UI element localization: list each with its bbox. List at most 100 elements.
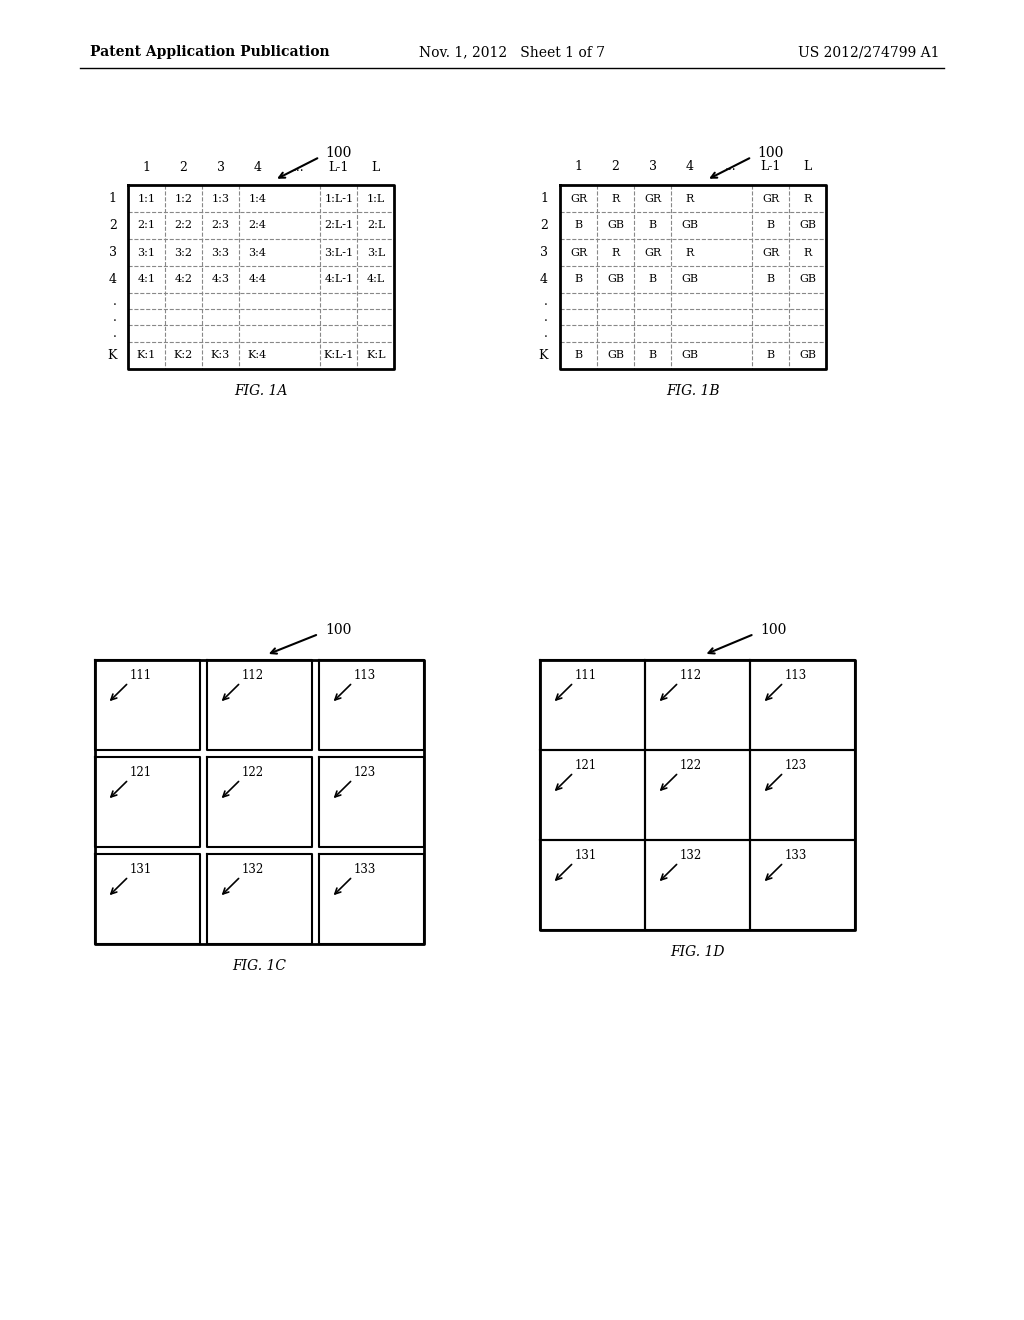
Text: B: B bbox=[574, 350, 583, 360]
Text: B: B bbox=[767, 350, 775, 360]
Text: GB: GB bbox=[681, 350, 698, 360]
Text: 111: 111 bbox=[130, 669, 152, 681]
Text: 4:1: 4:1 bbox=[137, 275, 156, 285]
Text: 3:1: 3:1 bbox=[137, 248, 156, 257]
Text: Patent Application Publication: Patent Application Publication bbox=[90, 45, 330, 59]
Text: 133: 133 bbox=[353, 862, 376, 875]
Text: 100: 100 bbox=[757, 147, 783, 160]
Text: FIG. 1B: FIG. 1B bbox=[667, 384, 720, 397]
Text: K:L-1: K:L-1 bbox=[324, 350, 354, 360]
Text: 100: 100 bbox=[761, 623, 786, 638]
Text: 4:3: 4:3 bbox=[212, 275, 229, 285]
Text: 1:4: 1:4 bbox=[249, 194, 266, 203]
Text: GR: GR bbox=[570, 248, 587, 257]
Text: 2:L-1: 2:L-1 bbox=[325, 220, 353, 231]
Text: 4:L-1: 4:L-1 bbox=[325, 275, 353, 285]
Text: B: B bbox=[574, 275, 583, 285]
Text: GB: GB bbox=[681, 275, 698, 285]
Text: 3: 3 bbox=[648, 160, 656, 173]
Text: 3:2: 3:2 bbox=[174, 248, 193, 257]
Text: 100: 100 bbox=[326, 623, 351, 638]
Text: 2: 2 bbox=[611, 160, 620, 173]
Text: 122: 122 bbox=[680, 759, 701, 772]
Text: 3: 3 bbox=[540, 246, 548, 259]
Text: 112: 112 bbox=[242, 669, 264, 681]
Text: .: . bbox=[544, 310, 548, 323]
Text: .: . bbox=[113, 310, 117, 323]
Text: 113: 113 bbox=[353, 669, 376, 681]
Text: K:3: K:3 bbox=[211, 350, 230, 360]
Text: 3:4: 3:4 bbox=[249, 248, 266, 257]
Text: 1: 1 bbox=[540, 191, 548, 205]
Text: 4: 4 bbox=[254, 161, 261, 174]
Text: GR: GR bbox=[644, 248, 662, 257]
Text: 133: 133 bbox=[784, 849, 807, 862]
Text: GB: GB bbox=[607, 275, 624, 285]
Text: K: K bbox=[108, 348, 117, 362]
Text: 100: 100 bbox=[326, 147, 351, 160]
Text: GB: GB bbox=[800, 350, 816, 360]
Text: B: B bbox=[767, 275, 775, 285]
Text: 2:4: 2:4 bbox=[249, 220, 266, 231]
Text: K:4: K:4 bbox=[248, 350, 267, 360]
Text: GB: GB bbox=[607, 350, 624, 360]
Text: K:1: K:1 bbox=[137, 350, 156, 360]
Text: .: . bbox=[113, 294, 117, 308]
Text: 122: 122 bbox=[242, 766, 264, 779]
Text: 4:2: 4:2 bbox=[174, 275, 193, 285]
Text: 132: 132 bbox=[242, 862, 264, 875]
Text: .: . bbox=[544, 327, 548, 341]
Text: GB: GB bbox=[681, 220, 698, 231]
Text: 1: 1 bbox=[574, 160, 583, 173]
Text: B: B bbox=[648, 350, 656, 360]
Text: .: . bbox=[544, 294, 548, 308]
Text: US 2012/274799 A1: US 2012/274799 A1 bbox=[799, 45, 940, 59]
Text: B: B bbox=[767, 220, 775, 231]
Text: R: R bbox=[804, 248, 812, 257]
Text: 113: 113 bbox=[784, 669, 807, 681]
Text: GB: GB bbox=[800, 220, 816, 231]
Text: 2:1: 2:1 bbox=[137, 220, 156, 231]
Text: 3:L-1: 3:L-1 bbox=[325, 248, 353, 257]
Text: R: R bbox=[685, 248, 693, 257]
Text: .: . bbox=[113, 327, 117, 341]
Text: 121: 121 bbox=[130, 766, 152, 779]
Text: 1: 1 bbox=[142, 161, 151, 174]
Text: 4: 4 bbox=[540, 273, 548, 286]
Text: GR: GR bbox=[570, 194, 587, 203]
Text: B: B bbox=[648, 275, 656, 285]
Text: 1:L-1: 1:L-1 bbox=[325, 194, 353, 203]
Text: Nov. 1, 2012   Sheet 1 of 7: Nov. 1, 2012 Sheet 1 of 7 bbox=[419, 45, 605, 59]
Text: FIG. 1C: FIG. 1C bbox=[232, 960, 287, 973]
Text: 4:L: 4:L bbox=[367, 275, 385, 285]
Text: 123: 123 bbox=[784, 759, 807, 772]
Text: 1:3: 1:3 bbox=[212, 194, 229, 203]
Text: 121: 121 bbox=[574, 759, 597, 772]
Text: 4:4: 4:4 bbox=[249, 275, 266, 285]
Text: GR: GR bbox=[762, 194, 779, 203]
Text: R: R bbox=[611, 248, 620, 257]
Text: B: B bbox=[648, 220, 656, 231]
Text: B: B bbox=[574, 220, 583, 231]
Text: GB: GB bbox=[607, 220, 624, 231]
Text: FIG. 1D: FIG. 1D bbox=[671, 945, 725, 960]
Text: GR: GR bbox=[762, 248, 779, 257]
Text: 1:L: 1:L bbox=[367, 194, 385, 203]
Text: ...: ... bbox=[293, 161, 304, 174]
Text: R: R bbox=[804, 194, 812, 203]
Text: 111: 111 bbox=[574, 669, 597, 681]
Text: 4: 4 bbox=[685, 160, 693, 173]
Text: K:2: K:2 bbox=[174, 350, 194, 360]
Text: 2:3: 2:3 bbox=[212, 220, 229, 231]
Text: 131: 131 bbox=[574, 849, 597, 862]
Text: 3:3: 3:3 bbox=[212, 248, 229, 257]
Text: 2:2: 2:2 bbox=[174, 220, 193, 231]
Text: 123: 123 bbox=[353, 766, 376, 779]
Text: ...: ... bbox=[724, 160, 736, 173]
Text: L: L bbox=[372, 161, 380, 174]
Text: L: L bbox=[804, 160, 812, 173]
Text: GR: GR bbox=[644, 194, 662, 203]
Text: 3:L: 3:L bbox=[367, 248, 385, 257]
Text: FIG. 1A: FIG. 1A bbox=[234, 384, 288, 397]
Text: K:L: K:L bbox=[367, 350, 386, 360]
